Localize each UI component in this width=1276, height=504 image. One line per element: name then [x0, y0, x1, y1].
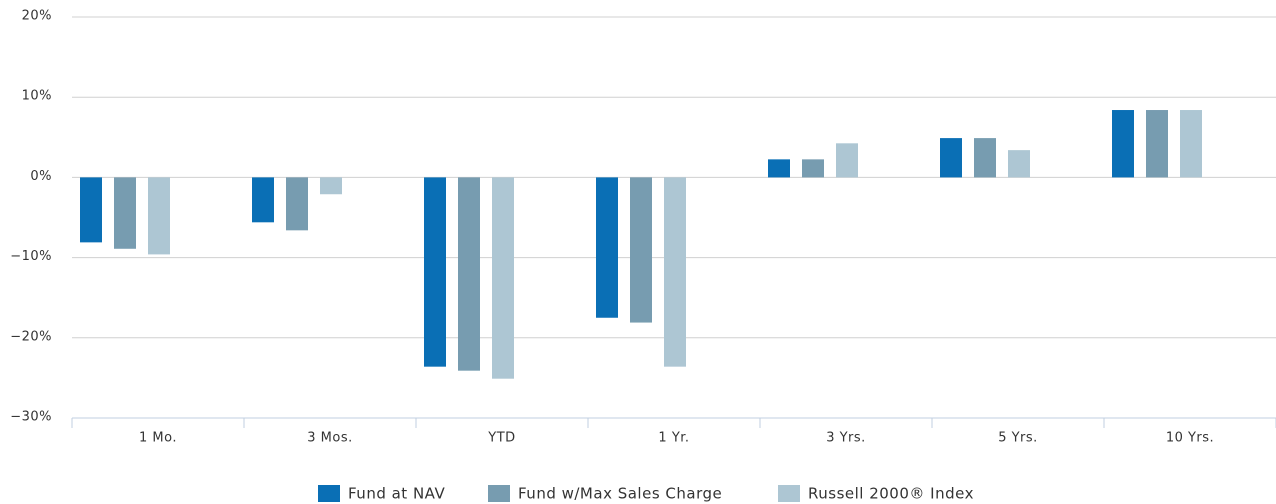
bar	[424, 177, 446, 367]
x-tick-label: 3 Yrs.	[826, 431, 866, 446]
bar	[768, 159, 790, 178]
legend-label: Fund w/Max Sales Charge	[518, 485, 722, 503]
legend-swatch	[778, 485, 800, 502]
bar	[630, 177, 652, 323]
x-tick-label: YTD	[487, 431, 515, 446]
y-tick-label: −10%	[10, 249, 52, 264]
bar	[664, 177, 686, 367]
bar	[80, 177, 102, 243]
bar	[1146, 110, 1168, 178]
bar	[802, 159, 824, 178]
bar	[320, 177, 342, 195]
x-tick-label: 1 Mo.	[139, 431, 177, 446]
legend-label: Fund at NAV	[348, 485, 445, 503]
legend-swatch	[318, 485, 340, 502]
bar	[596, 177, 618, 318]
y-tick-label: −20%	[10, 329, 52, 344]
legend-swatch	[488, 485, 510, 502]
bar	[492, 177, 514, 379]
bar	[940, 138, 962, 178]
bar	[1180, 110, 1202, 178]
bar	[252, 177, 274, 223]
y-tick-label: 0%	[30, 169, 52, 184]
bar	[974, 138, 996, 178]
bar	[148, 177, 170, 255]
bar	[458, 177, 480, 371]
x-tick-label: 5 Yrs.	[998, 431, 1038, 446]
bar	[286, 177, 308, 231]
y-tick-label: −30%	[10, 410, 52, 425]
bar	[1008, 150, 1030, 178]
y-tick-label: 10%	[22, 89, 52, 104]
x-tick-label: 1 Yr.	[658, 431, 689, 446]
bar	[114, 177, 136, 249]
y-tick-label: 20%	[22, 9, 52, 24]
x-tick-label: 3 Mos.	[307, 431, 352, 446]
bar	[1112, 110, 1134, 178]
legend-label: Russell 2000® Index	[808, 485, 974, 503]
bar	[836, 143, 858, 178]
x-tick-label: 10 Yrs.	[1166, 431, 1214, 446]
